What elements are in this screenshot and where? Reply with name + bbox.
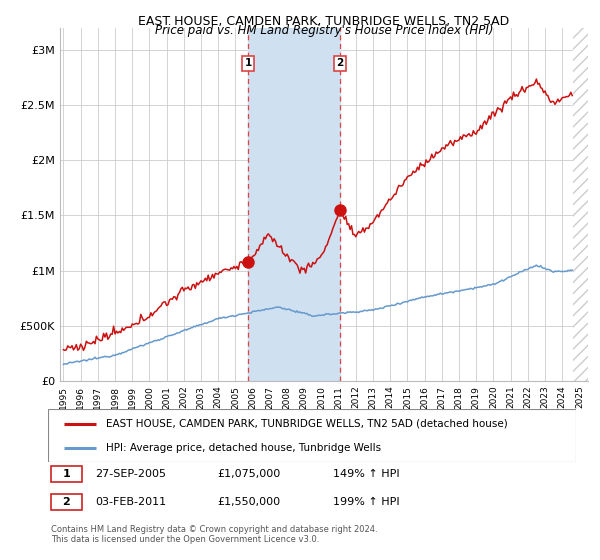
Bar — [572, 28, 588, 381]
Text: EAST HOUSE, CAMDEN PARK, TUNBRIDGE WELLS, TN2 5AD (detached house): EAST HOUSE, CAMDEN PARK, TUNBRIDGE WELLS… — [106, 419, 508, 429]
Text: £1,075,000: £1,075,000 — [217, 469, 280, 479]
Text: 149% ↑ HPI: 149% ↑ HPI — [333, 469, 400, 479]
Text: Price paid vs. HM Land Registry's House Price Index (HPI): Price paid vs. HM Land Registry's House … — [155, 24, 493, 37]
Text: Contains HM Land Registry data © Crown copyright and database right 2024.
This d: Contains HM Land Registry data © Crown c… — [50, 525, 377, 544]
Text: EAST HOUSE, CAMDEN PARK, TUNBRIDGE WELLS, TN2 5AD: EAST HOUSE, CAMDEN PARK, TUNBRIDGE WELLS… — [139, 15, 509, 28]
Text: 03-FEB-2011: 03-FEB-2011 — [95, 497, 167, 507]
FancyBboxPatch shape — [48, 409, 576, 462]
Text: 27-SEP-2005: 27-SEP-2005 — [95, 469, 167, 479]
Bar — [248, 28, 340, 381]
Text: 2: 2 — [62, 497, 70, 507]
FancyBboxPatch shape — [50, 494, 82, 510]
Text: 2: 2 — [337, 58, 344, 68]
Text: 1: 1 — [62, 469, 70, 479]
Text: £1,550,000: £1,550,000 — [217, 497, 280, 507]
Text: 1: 1 — [245, 58, 252, 68]
FancyBboxPatch shape — [50, 466, 82, 482]
Text: 199% ↑ HPI: 199% ↑ HPI — [333, 497, 400, 507]
Text: HPI: Average price, detached house, Tunbridge Wells: HPI: Average price, detached house, Tunb… — [106, 443, 381, 453]
